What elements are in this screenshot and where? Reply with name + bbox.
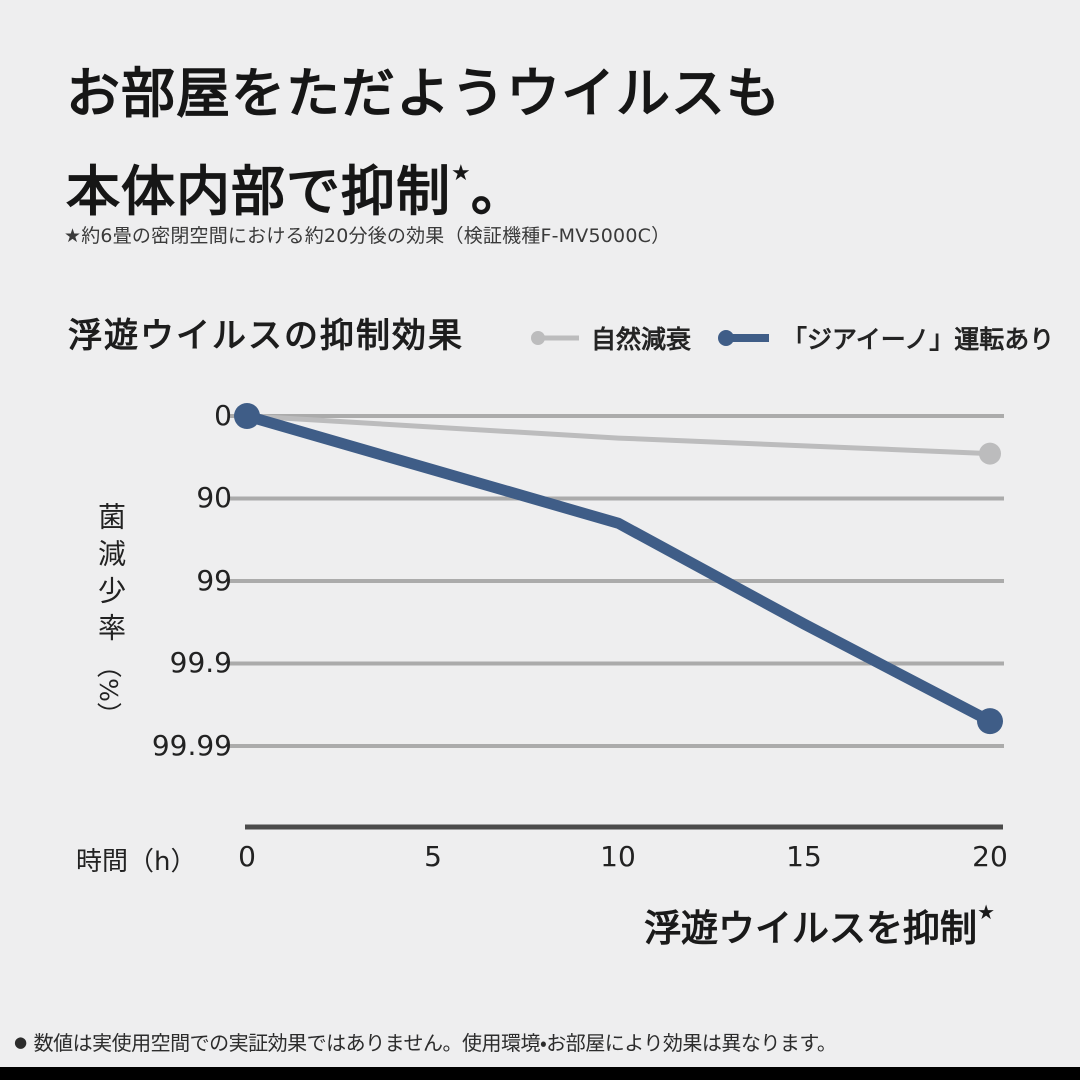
x-axis-title: 時間（h） — [76, 847, 197, 877]
headline-footnote: ★約6畳の密閉空間における約20分後の効果（検証機種F-MV5000C） — [64, 225, 671, 247]
y-tick-99-9: 99.9 — [169, 646, 232, 679]
x-tick-0h: 0 — [238, 840, 256, 873]
headline-star-mark: ★ — [451, 161, 471, 186]
y-axis-unit: （%） — [94, 653, 124, 727]
chart-title: 浮遊ウイルスの抑制効果 — [68, 316, 464, 356]
disclaimer-note: ● 数値は実使用空間での実証効果ではありません。使用環境・お部屋により効果は異な… — [14, 1027, 837, 1056]
y-axis-title-text: 菌減少率 — [94, 502, 127, 650]
y-tick-99: 99 — [196, 564, 232, 597]
y-axis-title: 菌減少率 （%） — [90, 502, 130, 727]
y-tick-90: 90 — [196, 481, 232, 514]
headline: お部屋をただようウイルスも 本体内部で抑制★。 — [66, 54, 781, 232]
headline-line-1: お部屋をただようウイルスも — [66, 62, 781, 125]
legend-label-natural-decay: 自然減衰 — [591, 325, 692, 354]
line-dot-marker-icon — [531, 331, 579, 345]
bullet-icon: ● — [14, 1032, 27, 1051]
x-tick-5h: 5 — [424, 840, 442, 873]
line-dot-marker-icon — [718, 330, 770, 346]
x-tick-20h: 20 — [972, 840, 1008, 873]
x-tick-15h: 15 — [786, 840, 822, 873]
chart-legend: 自然減衰 「ジアイーノ」運転あり — [530, 320, 1054, 356]
claim-star-mark: ★ — [977, 900, 995, 924]
legend-item-ziaino-on: 「ジアイーノ」運転あり — [717, 320, 1054, 356]
disclaimer-text: 数値は実使用空間での実証効果ではありません。使用環境・お部屋により効果は異なりま… — [33, 1031, 837, 1055]
y-tick-99-99: 99.99 — [151, 729, 232, 762]
headline-line-2: 本体内部で抑制★。 — [66, 160, 526, 223]
y-tick-0: 0 — [214, 399, 232, 432]
x-tick-10h: 10 — [600, 840, 636, 873]
legend-item-natural-decay: 自然減衰 — [530, 320, 691, 356]
bottom-letterbox-bar — [0, 1067, 1080, 1080]
legend-label-ziaino-on: 「ジアイーノ」運転あり — [782, 325, 1055, 354]
claim-text: 浮遊ウイルスを抑制★ — [644, 900, 995, 950]
headline-period: 。 — [470, 160, 526, 223]
